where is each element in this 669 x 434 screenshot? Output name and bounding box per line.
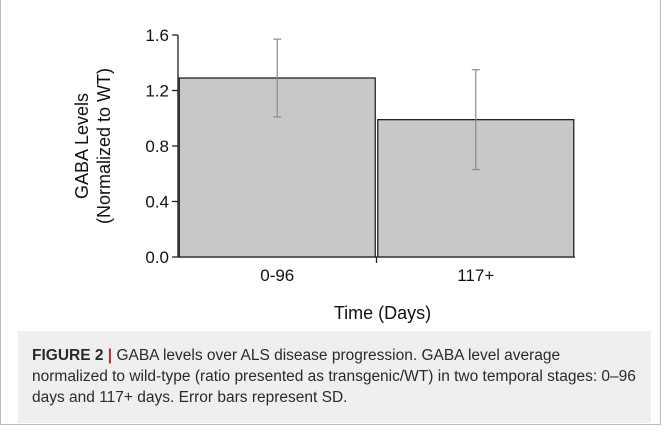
x-tick-label: 0-96: [260, 266, 294, 285]
figure-frame: [0, 0, 661, 425]
x-axis-title: Time (Days): [334, 303, 431, 323]
y-tick-label: 0.0: [145, 248, 169, 267]
y-axis-title-line1: GABA Levels: [72, 93, 92, 199]
caption-text: GABA levels over ALS disease progression…: [32, 347, 636, 406]
caption-label: FIGURE 2: [32, 347, 104, 364]
bar-chart: 0.0 0.4 0.8 1.2 1.6 0-96 117+ GABA Levels (No…: [72, 26, 575, 323]
figure-caption: FIGURE 2 | GABA levels over ALS disease …: [18, 331, 651, 423]
y-axis: 0.0 0.4 0.8 1.2 1.6: [145, 26, 179, 267]
y-axis-title-line2: (Normalized to WT): [94, 68, 114, 224]
x-tick-label: 117+: [457, 266, 494, 285]
y-tick-label: 0.4: [145, 193, 169, 212]
y-tick-label: 0.8: [145, 137, 169, 156]
bars: [178, 38, 575, 258]
y-tick-label: 1.6: [145, 26, 169, 45]
caption-separator: |: [107, 347, 113, 364]
y-tick-label: 1.2: [145, 82, 169, 101]
x-axis: 0-96 117+: [178, 256, 575, 285]
